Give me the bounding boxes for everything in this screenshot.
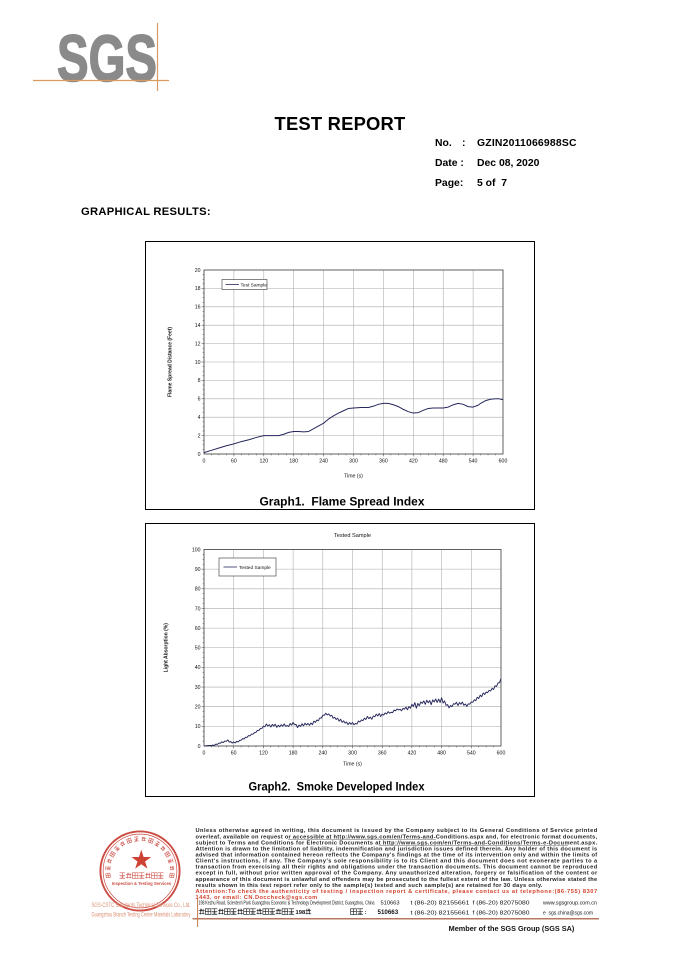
svg-text:0: 0	[198, 744, 201, 750]
svg-text:Test Sample: Test Sample	[241, 282, 268, 288]
svg-text:420: 420	[409, 459, 418, 465]
svg-text:20: 20	[195, 705, 201, 711]
svg-text:Graph2. Smoke Developed Index: Graph2. Smoke Developed Index	[249, 780, 425, 794]
svg-text:120: 120	[259, 751, 268, 757]
svg-text:80: 80	[195, 587, 201, 593]
svg-text:120: 120	[259, 459, 268, 465]
svg-text:16: 16	[195, 305, 201, 311]
svg-text:Attention:To check the authent: Attention:To check the authenticity of t…	[196, 889, 598, 895]
svg-text:600: 600	[497, 751, 506, 757]
svg-text:198: 198	[296, 910, 306, 916]
svg-text:360: 360	[378, 751, 387, 757]
svg-text:transaction from exercising al: transaction from exercising all their ri…	[196, 865, 598, 871]
svg-text:Tested Sample: Tested Sample	[334, 533, 371, 539]
svg-text:510663: 510663	[378, 909, 399, 916]
svg-text:8: 8	[198, 378, 201, 384]
svg-text:2: 2	[198, 433, 201, 439]
svg-text:480: 480	[437, 751, 446, 757]
svg-text:90: 90	[195, 567, 201, 573]
svg-text:0: 0	[198, 452, 201, 458]
svg-text:240: 240	[319, 459, 328, 465]
svg-text:Unless otherwise agreed in wri: Unless otherwise agreed in writing, this…	[196, 828, 598, 834]
svg-text:Attention is drawn to the limi: Attention is drawn to the limitation of …	[196, 846, 598, 852]
svg-text:30: 30	[195, 685, 201, 691]
svg-text:600: 600	[499, 459, 508, 465]
svg-text:60: 60	[195, 626, 201, 632]
svg-text:Tested Sample: Tested Sample	[239, 565, 271, 571]
svg-text:Flame Spread Distance (Feet): Flame Spread Distance (Feet)	[168, 327, 174, 397]
svg-text:Guangzhou Branch Testing Cente: Guangzhou Branch Testing Center Material…	[92, 912, 192, 919]
svg-text:300: 300	[349, 459, 358, 465]
svg-text:70: 70	[195, 606, 201, 612]
svg-text:14: 14	[195, 323, 201, 329]
svg-text:SGS: SGS	[57, 21, 157, 95]
svg-text:480: 480	[439, 459, 448, 465]
svg-text:40: 40	[195, 665, 201, 671]
svg-text:0: 0	[203, 751, 206, 757]
svg-text:240: 240	[318, 751, 327, 757]
svg-text:60: 60	[231, 751, 237, 757]
svg-text:540: 540	[467, 751, 476, 757]
svg-text:300: 300	[348, 751, 357, 757]
svg-text:Member of the SGS Group (SGS S: Member of the SGS Group (SGS SA)	[449, 924, 575, 933]
svg-text:10: 10	[195, 360, 201, 366]
svg-text:SGS-CSTC Standards Technical S: SGS-CSTC Standards Technical Services Co…	[92, 902, 191, 909]
svg-text:Graph1. Flame Spread Index: Graph1. Flame Spread Index	[260, 495, 425, 509]
svg-text:f (86-20) 82075080: f (86-20) 82075080	[473, 901, 530, 907]
svg-text:420: 420	[408, 751, 417, 757]
svg-text:0: 0	[203, 459, 206, 465]
svg-text:Time (s): Time (s)	[343, 762, 362, 768]
svg-text:f (86-20) 82075080: f (86-20) 82075080	[473, 910, 530, 916]
svg-text:360: 360	[379, 459, 388, 465]
svg-text:18: 18	[195, 286, 201, 292]
svg-text:6: 6	[198, 397, 201, 403]
svg-text:Light Absorption (%): Light Absorption (%)	[164, 623, 170, 673]
svg-text:subject to Terms and Condition: subject to Terms and Conditions for Elec…	[196, 840, 598, 846]
svg-text:t (86-20) 82155661: t (86-20) 82155661	[411, 901, 470, 907]
svg-text:20: 20	[195, 268, 201, 274]
svg-text:Time (s): Time (s)	[344, 474, 363, 480]
svg-text::: :	[365, 910, 367, 916]
svg-text:198 Kezhu Road, Scientech Park: 198 Kezhu Road, Scientech Park Guangzhou…	[199, 901, 376, 907]
svg-text:appearance of this document is: appearance of this document is unlawful …	[196, 877, 598, 883]
svg-text:Inspection & Testing Services: Inspection & Testing Services	[112, 881, 172, 886]
svg-text:10: 10	[195, 724, 201, 730]
svg-text:t (86-20) 82155661: t (86-20) 82155661	[411, 910, 470, 916]
svg-text:1443, or email: CN.Doccheck@sg: 1443, or email: CN.Doccheck@sgs.com	[196, 895, 318, 901]
svg-text:60: 60	[231, 459, 237, 465]
svg-text:4: 4	[198, 415, 201, 421]
svg-text:510663: 510663	[381, 901, 400, 907]
svg-text:overleaf, available on request: overleaf, available on request or access…	[196, 834, 598, 840]
svg-text:www.sgsgroup.com.cn: www.sgsgroup.com.cn	[542, 901, 597, 907]
svg-text:Client's instructions, if any.: Client's instructions, if any. The Compa…	[196, 859, 599, 865]
svg-text:180: 180	[289, 751, 298, 757]
svg-text:50: 50	[195, 646, 201, 652]
svg-text:except in full, without prior: except in full, without prior written ap…	[196, 871, 598, 877]
svg-text:results shown in this test rep: results shown in this test report refer …	[196, 883, 543, 889]
svg-text:100: 100	[192, 547, 201, 553]
svg-text:180: 180	[289, 459, 298, 465]
svg-text:540: 540	[469, 459, 478, 465]
svg-text:12: 12	[195, 341, 201, 347]
svg-text:advised that information conta: advised that information contained hereo…	[196, 852, 598, 858]
svg-text:e sgs.china@sgs.com: e sgs.china@sgs.com	[543, 910, 593, 916]
